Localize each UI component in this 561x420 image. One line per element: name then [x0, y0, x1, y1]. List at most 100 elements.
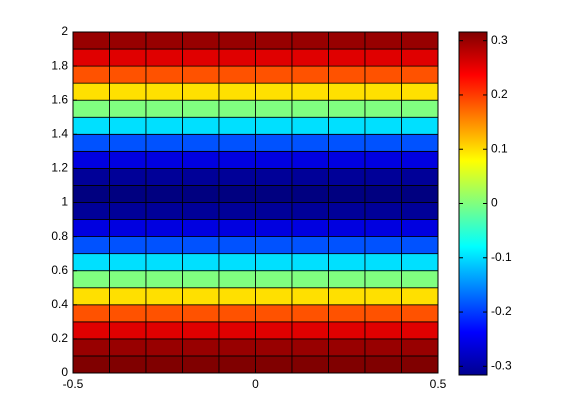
y-tick-label: 1: [61, 195, 68, 209]
cell: [109, 321, 147, 340]
cell: [328, 287, 366, 306]
cell: [291, 304, 329, 323]
cell: [218, 287, 256, 306]
cell: [145, 167, 183, 186]
colorbar-tick-label: 0.3: [491, 33, 508, 47]
cell: [364, 133, 402, 152]
cell: [72, 270, 110, 289]
cell: [145, 116, 183, 135]
cell: [255, 219, 293, 238]
y-tick-label: 0: [61, 365, 68, 379]
cell: [109, 304, 147, 323]
cell: [182, 270, 220, 289]
cell: [364, 355, 402, 374]
cell: [401, 304, 439, 323]
cell: [401, 185, 439, 203]
cell: [182, 167, 220, 186]
cell: [328, 321, 366, 340]
cell: [401, 270, 439, 289]
cell: [255, 133, 293, 152]
cell: [364, 82, 402, 101]
cell: [145, 185, 183, 203]
cell: [364, 116, 402, 135]
cell: [218, 31, 256, 50]
cell: [291, 270, 329, 289]
cell: [328, 150, 366, 169]
y-tick-label: 0.4: [51, 297, 68, 311]
cell: [145, 48, 183, 67]
cell: [328, 253, 366, 272]
cell: [291, 219, 329, 238]
cell: [328, 99, 366, 118]
cell: [218, 219, 256, 238]
cell: [328, 304, 366, 323]
cell: [218, 236, 256, 255]
cell: [255, 270, 293, 289]
cell: [72, 202, 110, 220]
cell: [291, 31, 329, 50]
cell: [401, 48, 439, 67]
cell: [401, 99, 439, 118]
cell: [255, 355, 293, 374]
cell: [255, 253, 293, 272]
cell: [328, 116, 366, 135]
cell: [291, 355, 329, 374]
cell: [182, 321, 220, 340]
cell: [401, 338, 439, 357]
cell: [72, 236, 110, 255]
cell: [401, 355, 439, 374]
cell: [291, 338, 329, 357]
cell: [109, 355, 147, 374]
cell: [218, 338, 256, 357]
cell: [364, 270, 402, 289]
y-tick-label: 0.8: [51, 229, 68, 243]
cell: [291, 116, 329, 135]
cell: [109, 185, 147, 203]
cell: [291, 99, 329, 118]
cell: [401, 202, 439, 220]
cell: [364, 150, 402, 169]
x-tick-label: -0.5: [63, 377, 84, 391]
cell: [218, 133, 256, 152]
cell: [291, 150, 329, 169]
cell: [72, 65, 110, 84]
colorbar-tick-label: 0.2: [491, 87, 508, 101]
cell: [401, 65, 439, 84]
cell: [255, 287, 293, 306]
cell: [291, 253, 329, 272]
y-tick-label: 1.8: [51, 58, 68, 72]
cell: [109, 48, 147, 67]
cell: [401, 219, 439, 238]
cell: [255, 99, 293, 118]
cell: [218, 270, 256, 289]
cell: [328, 270, 366, 289]
cell: [328, 65, 366, 84]
cell: [401, 133, 439, 152]
cell: [72, 219, 110, 238]
cell: [109, 82, 147, 101]
cell: [182, 185, 220, 203]
cell: [328, 202, 366, 220]
cell: [109, 287, 147, 306]
cell: [218, 355, 256, 374]
cell: [72, 287, 110, 306]
cell: [72, 185, 110, 203]
cell: [182, 65, 220, 84]
cell: [182, 99, 220, 118]
cell: [145, 31, 183, 50]
cell: [72, 150, 110, 169]
cell: [145, 82, 183, 101]
colorbar-tick-label: 0: [491, 196, 498, 210]
y-tick-label: 1.4: [51, 126, 68, 140]
cell: [145, 355, 183, 374]
cell: [255, 338, 293, 357]
cell: [218, 48, 256, 67]
cell: [364, 304, 402, 323]
cell: [218, 202, 256, 220]
cell: [72, 48, 110, 67]
cell: [401, 321, 439, 340]
cell: [291, 236, 329, 255]
cell: [72, 133, 110, 152]
cell: [255, 236, 293, 255]
cell: [328, 82, 366, 101]
